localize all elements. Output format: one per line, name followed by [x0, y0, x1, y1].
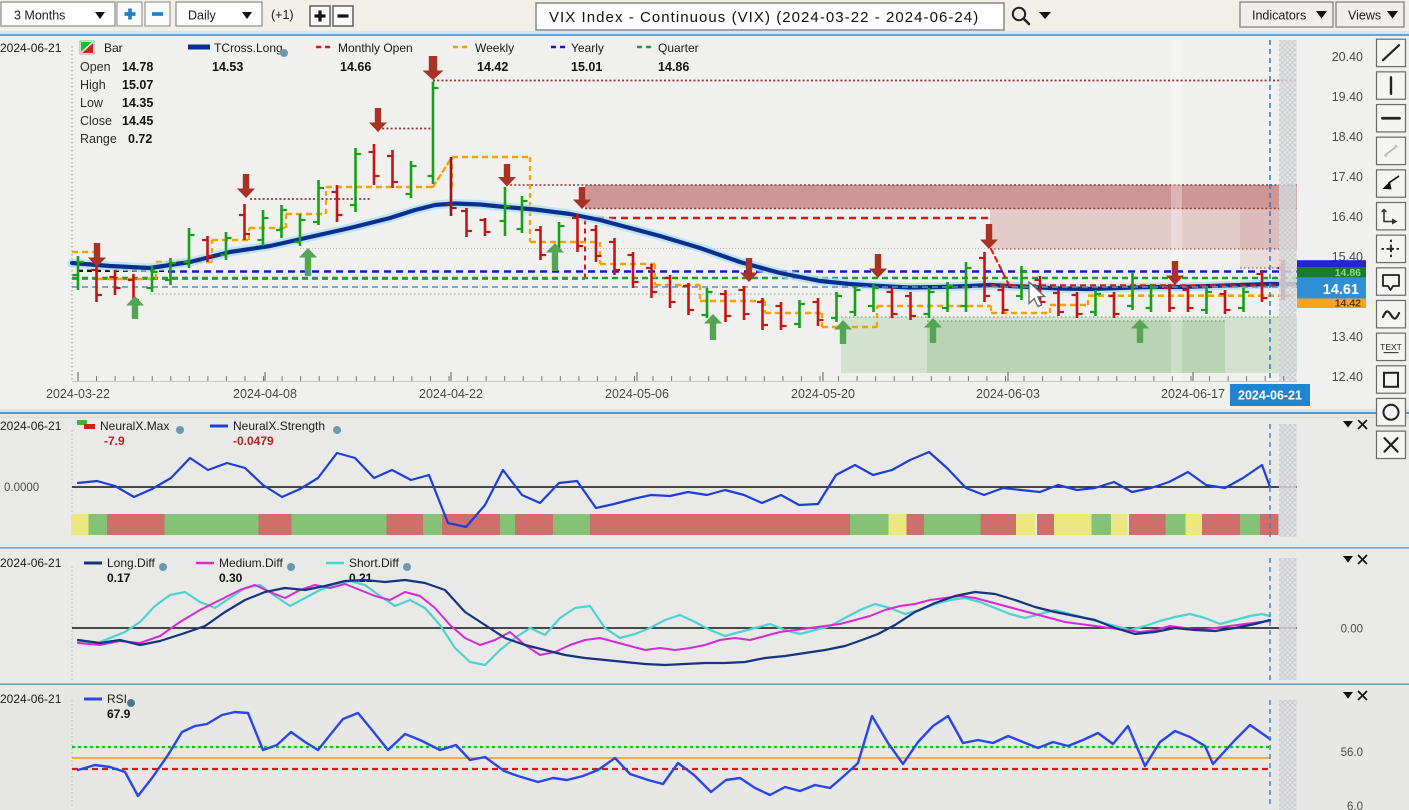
svg-text:14.42: 14.42: [1335, 298, 1361, 310]
svg-text:0.72: 0.72: [128, 132, 152, 146]
svg-text:18.40: 18.40: [1332, 130, 1363, 144]
svg-text:-0.0479: -0.0479: [233, 434, 274, 448]
svg-text:15.01: 15.01: [571, 60, 602, 74]
svg-text:TEXT: TEXT: [1380, 342, 1402, 352]
svg-text:14.66: 14.66: [340, 60, 371, 74]
svg-text:20.40: 20.40: [1332, 50, 1363, 64]
svg-text:Indicators: Indicators: [1252, 9, 1306, 23]
svg-text:2024-05-20: 2024-05-20: [791, 387, 855, 401]
svg-text:14.53: 14.53: [212, 60, 243, 74]
svg-text:2024-06-21: 2024-06-21: [0, 692, 62, 706]
svg-text:2024-03-22: 2024-03-22: [46, 387, 110, 401]
svg-text:2024-06-17: 2024-06-17: [1161, 387, 1225, 401]
svg-text:VIX Index - Continuous (VIX) (: VIX Index - Continuous (VIX) (2024-03-22…: [549, 9, 979, 26]
svg-text:2024-06-03: 2024-06-03: [976, 387, 1040, 401]
svg-text:2024-06-21: 2024-06-21: [0, 556, 62, 570]
svg-text:Bar: Bar: [104, 41, 123, 55]
svg-text:Close: Close: [80, 114, 112, 128]
svg-text:Daily: Daily: [188, 9, 217, 23]
svg-text:6.0: 6.0: [1347, 801, 1363, 810]
svg-text:14.86: 14.86: [658, 60, 689, 74]
svg-text:-7.9: -7.9: [104, 434, 125, 448]
svg-text:14.45: 14.45: [122, 114, 153, 128]
svg-text:TCross.Long: TCross.Long: [214, 41, 283, 55]
svg-text:Medium.Diff: Medium.Diff: [219, 556, 283, 570]
svg-text:0.0000: 0.0000: [4, 482, 39, 494]
svg-text:0.30: 0.30: [219, 571, 243, 585]
svg-text:Views: Views: [1348, 9, 1381, 23]
svg-text:Monthly Open: Monthly Open: [338, 41, 413, 55]
svg-text:2024-04-22: 2024-04-22: [419, 387, 483, 401]
svg-text:12.40: 12.40: [1332, 370, 1363, 384]
svg-text:2024-06-21: 2024-06-21: [1238, 389, 1302, 403]
svg-text:High: High: [80, 78, 106, 92]
svg-text:NeuralX.Max: NeuralX.Max: [100, 419, 169, 433]
svg-text:2024-04-08: 2024-04-08: [233, 387, 297, 401]
svg-text:Low: Low: [80, 96, 104, 110]
svg-text:Weekly: Weekly: [475, 41, 514, 55]
svg-text:14.86: 14.86: [1335, 267, 1361, 279]
svg-text:14.61: 14.61: [1323, 282, 1359, 298]
svg-text:2024-06-21: 2024-06-21: [0, 41, 62, 55]
svg-text:(+1): (+1): [271, 8, 294, 22]
svg-text:Open: Open: [80, 60, 111, 74]
svg-text:RSI: RSI: [107, 692, 127, 706]
svg-text:56.0: 56.0: [1341, 747, 1363, 759]
svg-text:Range: Range: [80, 132, 117, 146]
svg-text:67.9: 67.9: [107, 707, 131, 721]
svg-text:0.00: 0.00: [1341, 624, 1363, 636]
svg-text:16.40: 16.40: [1332, 210, 1363, 224]
svg-text:15.07: 15.07: [122, 78, 153, 92]
svg-text:0.17: 0.17: [107, 571, 131, 585]
svg-text:14.35: 14.35: [122, 96, 153, 110]
svg-text:17.40: 17.40: [1332, 170, 1363, 184]
svg-text:19.40: 19.40: [1332, 90, 1363, 104]
svg-text:13.40: 13.40: [1332, 330, 1363, 344]
svg-text:Long.Diff: Long.Diff: [107, 556, 155, 570]
svg-text:Short.Diff: Short.Diff: [349, 556, 399, 570]
svg-text:2024-06-21: 2024-06-21: [0, 419, 62, 433]
svg-text:2024-05-06: 2024-05-06: [605, 387, 669, 401]
svg-text:Quarter: Quarter: [658, 41, 699, 55]
svg-text:Yearly: Yearly: [571, 41, 604, 55]
svg-text:NeuralX.Strength: NeuralX.Strength: [233, 419, 325, 433]
svg-text:3 Months: 3 Months: [14, 9, 65, 23]
svg-text:14.42: 14.42: [477, 60, 508, 74]
svg-text:14.78: 14.78: [122, 60, 153, 74]
